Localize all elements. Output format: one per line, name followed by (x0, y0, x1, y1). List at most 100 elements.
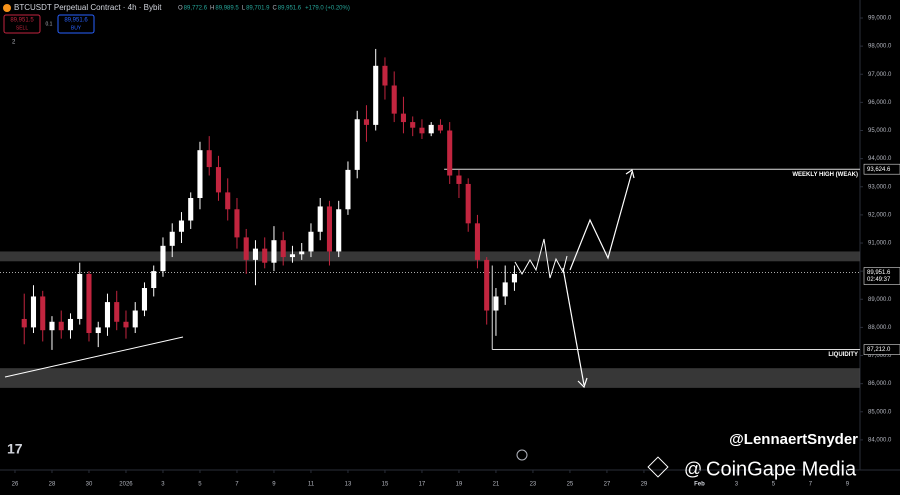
candle-body (169, 231, 175, 246)
candle-body (141, 288, 148, 311)
candle-body (243, 237, 249, 260)
candle-body (400, 113, 406, 123)
candle-body (410, 122, 416, 128)
candle-body (178, 220, 185, 232)
candle-body (354, 119, 360, 170)
candle-body (280, 240, 286, 258)
candle-body (326, 206, 333, 252)
candle-body (336, 209, 342, 252)
y-tick-label: 93,000.0 (868, 184, 892, 190)
candle-body (49, 321, 55, 331)
candle-body (419, 127, 425, 134)
candle-body (40, 296, 46, 331)
candle-body (289, 254, 296, 258)
candle-body (373, 65, 379, 125)
x-tick-label: 21 (493, 482, 500, 488)
y-tick-label: 96,000.0 (868, 100, 892, 106)
candle-body (114, 302, 120, 322)
candle-body (493, 296, 499, 311)
level-name: LIQUIDITY (828, 352, 858, 358)
buy-label: BUY (71, 25, 82, 31)
x-tick-label: 13 (345, 482, 352, 488)
sell-price: 89,951.5 (10, 18, 34, 24)
candle-body (160, 245, 166, 272)
x-tick-label: 11 (308, 482, 315, 488)
candle-body (77, 273, 83, 319)
x-tick-label: 3 (161, 482, 165, 488)
candle-body (345, 169, 351, 210)
sell-button[interactable] (3, 14, 41, 34)
last-price-label: 89,951.6 (867, 270, 891, 276)
y-tick-label: 91,000.0 (868, 241, 892, 247)
go-to-icon[interactable] (516, 449, 528, 461)
candle-body (123, 321, 129, 328)
x-tick-label: 23 (530, 482, 537, 488)
ohlc-key: C (272, 6, 277, 12)
level-name: WEEKLY HIGH (WEAK) (792, 172, 858, 178)
projection-path-small (514, 238, 568, 279)
candle-body (437, 124, 443, 131)
candle-body (484, 259, 490, 311)
x-tick-label: 30 (86, 482, 93, 488)
x-tick-label: 26 (12, 482, 19, 488)
symbol-icon (3, 4, 11, 12)
candle-body (58, 321, 64, 331)
x-tick-label: 7 (809, 482, 813, 488)
ohlc-value: +179.0 (+0.20%) (305, 6, 350, 12)
candle-body (234, 209, 240, 238)
candle-body (308, 231, 314, 252)
ohlc-value: 89,989.5 (215, 6, 239, 12)
y-tick-label: 92,000.0 (868, 212, 892, 218)
candle-body (391, 85, 397, 114)
candle-body (21, 318, 27, 328)
candle-body (132, 310, 138, 328)
projection-up (569, 171, 633, 271)
candle-body (151, 271, 157, 289)
brand-watermark: CoinGape Media (706, 458, 857, 480)
last-price-box (863, 267, 900, 285)
x-tick-label: 7 (235, 482, 239, 488)
candle-body (104, 302, 111, 328)
ohlc-legend: O 89,772.6 H 89,989.5 L 89,701.9 C 89,951.6 +179… (178, 6, 350, 12)
level-label-box (863, 163, 900, 175)
candle-body (86, 273, 92, 334)
ohlc-key: O (178, 6, 183, 12)
candle-body (502, 282, 508, 297)
author-watermark: @LennaertSnyder (729, 431, 858, 448)
buy-button[interactable] (57, 14, 95, 34)
x-tick-label: 2026 (119, 482, 133, 488)
candle-body (271, 240, 277, 263)
ohlc-value: 89,701.9 (246, 6, 270, 12)
candle-body (428, 124, 434, 134)
y-tick-label: 98,000.0 (868, 44, 892, 50)
y-tick-label: 84,000.0 (868, 437, 892, 443)
y-tick-label: 97,000.0 (868, 72, 892, 78)
trendline (4, 336, 184, 378)
x-tick-label: 29 (641, 482, 648, 488)
x-tick-label: 9 (846, 482, 850, 488)
level-label-box (863, 344, 900, 355)
candle-body (317, 206, 323, 232)
candle-body (299, 251, 305, 255)
y-tick-label: 94,000.0 (868, 156, 892, 162)
candle-body (197, 150, 203, 199)
countdown: 02:49:37 (867, 277, 891, 283)
zone (0, 368, 860, 388)
y-tick-label: 86,000.0 (868, 381, 892, 387)
projection-down (562, 267, 585, 386)
x-tick-label: 3 (735, 482, 739, 488)
y-tick-label: 89,000.0 (868, 297, 892, 303)
indicator-count: 2 (12, 40, 16, 46)
x-tick-label: 28 (49, 482, 56, 488)
x-tick-label: 27 (604, 482, 611, 488)
level-label: 87,212.0 (867, 347, 891, 353)
ohlc-value: 89,951.6 (278, 6, 302, 12)
candle-body (262, 248, 268, 263)
x-tick-label: 9 (272, 482, 276, 488)
arrow-head-up (625, 169, 635, 179)
y-tick-label: 85,000.0 (868, 409, 892, 415)
x-tick-label: 25 (567, 482, 574, 488)
zone (0, 251, 860, 262)
